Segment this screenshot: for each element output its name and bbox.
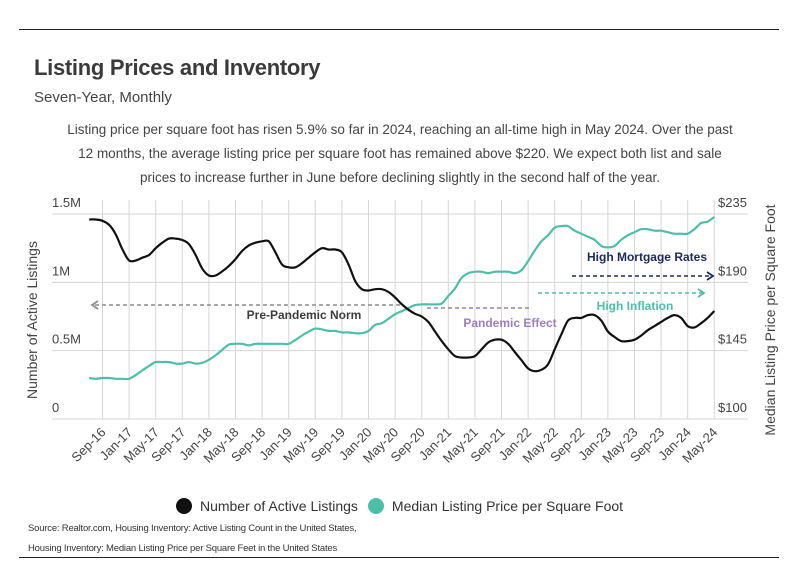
chart-title: Listing Prices and Inventory [34,55,321,80]
high-mortgage-label: High Mortgage Rates [587,250,707,264]
left-tick-label: 1M [52,263,70,278]
pre-pandemic-label: Pre-Pandemic Norm [247,308,362,322]
bottom-rule [19,557,779,558]
legend-dot-black-icon [175,498,192,514]
right-tick-label: $100 [718,400,747,415]
right-tick-label: $145 [718,332,747,347]
gridlines [52,200,748,420]
right-y-axis: $100 $145 $190 $235 [718,195,747,415]
top-rule [19,29,779,30]
right-tick-label: $190 [718,263,747,278]
annotations: Pre-Pandemic Norm Pandemic Effect High Inf… [90,250,715,330]
source-line-2: Housing Inventory: Median Listing Price … [28,543,338,554]
legend-item-price: Median Listing Price per Square Foot [367,498,624,514]
price-series-line [89,216,715,381]
listings-series-line [89,218,716,373]
right-tick-label: $235 [718,195,747,210]
source-line-1: Source: Realtor.com, Housing Inventory: … [28,523,357,534]
left-tick-label: 0 [52,400,59,415]
legend-label: Median Listing Price per Square Foot [391,498,624,514]
chart-description: Listing price per square foot has risen … [67,122,733,185]
legend-item-listings: Number of Active Listings [175,498,358,514]
left-y-axis: 0 0.5M 1M 1.5M [52,195,81,415]
legend: Number of Active Listings Median Listing… [0,498,799,514]
left-tick-label: 1.5M [52,195,81,210]
high-inflation-label: High Inflation [597,299,674,313]
chart-subtitle: Seven-Year, Monthly [34,89,172,106]
left-axis-title: Number of Active Listings [24,241,40,399]
x-axis: Sep-16Jan-17May-17Sep-17Jan-18May-18Sep-… [68,425,720,466]
pandemic-effect-label: Pandemic Effect [463,316,556,330]
series-lines [89,216,716,381]
legend-dot-teal-icon [367,498,384,514]
right-axis-title: Median Listing Price per Square Foot [762,204,778,435]
left-tick-label: 0.5M [52,332,81,347]
legend-label: Number of Active Listings [199,498,358,514]
